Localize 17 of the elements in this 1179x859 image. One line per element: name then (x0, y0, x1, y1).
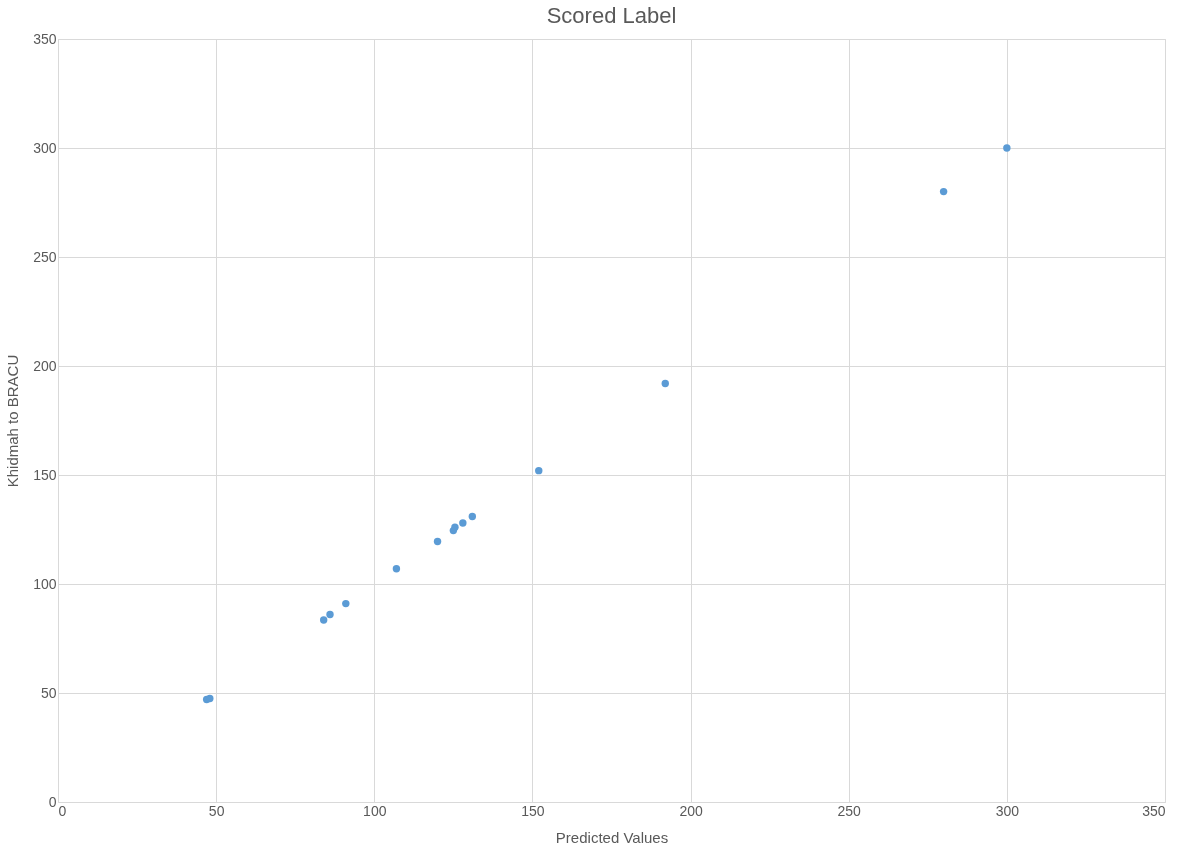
y-tick-label: 250 (33, 248, 57, 265)
y-tick-label: 200 (33, 357, 57, 374)
x-tick-label: 150 (521, 802, 545, 819)
y-tick-label: 300 (33, 139, 57, 156)
x-tick-label: 200 (679, 802, 703, 819)
x-tick-label: 50 (208, 802, 225, 819)
y-tick-label: 150 (33, 466, 57, 483)
x-tick-label: 250 (837, 802, 862, 819)
y-tick-label: 100 (33, 575, 57, 592)
x-tick-label: 350 (1142, 802, 1166, 819)
y-tick-label: 50 (40, 684, 57, 701)
x-tick-label: 300 (995, 802, 1020, 819)
y-tick-label: 350 (33, 30, 57, 47)
x-axis-title: Predicted Values (555, 828, 669, 846)
chart-title: Scored Label (546, 3, 677, 28)
x-tick-label: 100 (363, 802, 387, 819)
y-axis-title: Khidmah to BRACU (4, 354, 22, 488)
